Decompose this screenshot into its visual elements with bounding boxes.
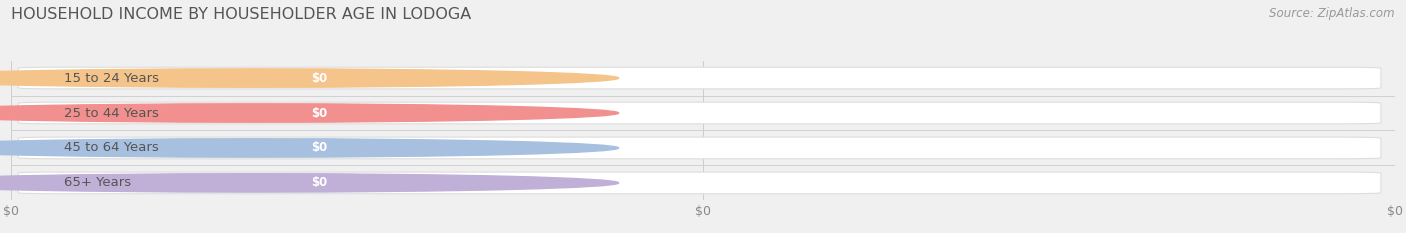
FancyBboxPatch shape [18,67,1381,89]
Text: $0: $0 [311,72,328,85]
FancyBboxPatch shape [267,139,371,157]
Circle shape [0,69,619,87]
Circle shape [0,174,619,192]
Circle shape [0,139,619,157]
Text: 45 to 64 Years: 45 to 64 Years [63,141,159,154]
Text: $0: $0 [311,176,328,189]
Circle shape [0,104,619,122]
Text: $0: $0 [311,141,328,154]
Text: 15 to 24 Years: 15 to 24 Years [63,72,159,85]
FancyBboxPatch shape [267,69,371,87]
Text: Source: ZipAtlas.com: Source: ZipAtlas.com [1270,7,1395,20]
Text: 65+ Years: 65+ Years [63,176,131,189]
Text: 25 to 44 Years: 25 to 44 Years [63,106,159,120]
FancyBboxPatch shape [18,102,1381,124]
FancyBboxPatch shape [267,174,371,192]
Text: HOUSEHOLD INCOME BY HOUSEHOLDER AGE IN LODOGA: HOUSEHOLD INCOME BY HOUSEHOLDER AGE IN L… [11,7,471,22]
FancyBboxPatch shape [267,104,371,122]
FancyBboxPatch shape [18,172,1381,194]
Text: $0: $0 [311,106,328,120]
FancyBboxPatch shape [18,137,1381,159]
